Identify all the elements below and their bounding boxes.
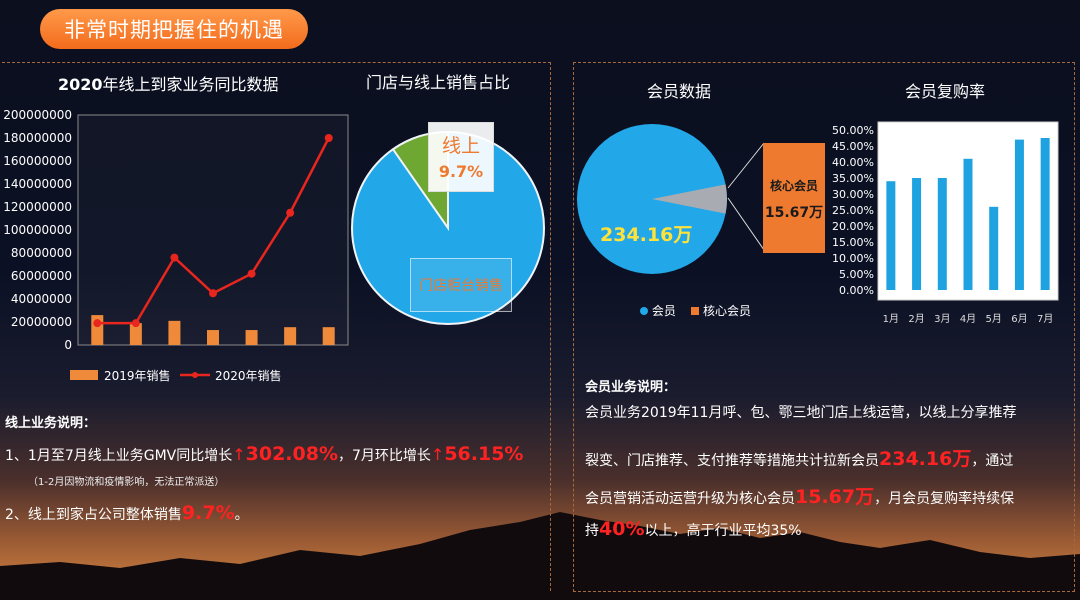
pie-value-online: 9.7% [438,162,484,181]
x-tick-label: 2月 [908,313,924,325]
legend-label-member: 会员 [651,304,676,318]
arrow-up-icon: ↑ [430,445,445,464]
y-tick-label: 180000000 [3,131,72,145]
online-note: （1-2月因物流和疫情影响，无法正常派送） [28,477,225,488]
pie-chart-members [577,124,727,274]
repurchase-rate-value: 40% [599,518,645,540]
y-tick-label: 30.00% [832,188,874,201]
repurchase-chart: 0.00% 5.00% 10.00% 15.00% 20.00% 25.00% 30.00%… [832,121,1059,325]
online-line-2: 2、线上到家占公司整体销售9.7%。 [5,502,249,524]
member-legend: 会员 核心会员 [640,302,751,319]
member-line-1: 会员业务2019年11月呼、包、鄂三地门店上线运营，以线上分享推荐 [585,405,1017,421]
repurchase-bar [886,181,896,290]
bar-2019 [168,320,181,345]
repurchase-bar [1014,139,1024,290]
y-tick-label: 0.00% [839,284,874,297]
pie-callout-store: 门店柜台销售 [410,258,512,312]
y-tick-label: 40.00% [832,156,874,169]
repurchase-bar [1040,138,1050,290]
repurchase-bar [912,178,922,290]
repurchase-title: 会员复购率 [905,82,986,101]
line-point-2020 [170,253,179,262]
callout-connector [727,142,765,251]
core-member-callout: 核心会员 15.67万 [763,143,825,253]
y-tick-label: 40000000 [11,292,72,306]
online-line-1: 1、1月至7月线上业务GMV同比增长↑302.08%，7月环比增长↑56.15% [5,443,524,465]
right-panel [573,62,1075,592]
y-tick-label: 45.00% [832,140,874,153]
new-member-value: 234.16万 [879,448,972,470]
online-share-value: 9.7% [181,502,235,524]
y-tick-label: 140000000 [3,177,72,191]
y-tick-label: 100000000 [3,223,72,237]
bar-2019 [245,330,258,345]
line-point-2020 [131,319,140,328]
line-point-2020 [286,208,295,217]
y-tick-label: 120000000 [3,200,72,214]
member-title: 会员数据 [647,82,712,101]
core-member-count: 15.67万 [795,486,875,508]
legend-label-2020: 2020年销售 [215,368,282,383]
legend-label-core: 核心会员 [702,304,751,318]
x-tick-label: 7月 [1037,313,1053,325]
legend-marker-2020 [192,372,198,378]
core-member-label: 核心会员 [769,179,818,193]
y-tick-label: 0 [64,338,72,352]
pie-value-member: 234.16万 [600,224,693,246]
y-tick-label: 15.00% [832,236,874,249]
y-tick-label: 80000000 [11,246,72,260]
y-tick-label: 20.00% [832,220,874,233]
y-tick-label: 200000000 [3,108,72,122]
member-line-2: 裂变、门店推荐、支付推荐等措施共计拉新会员234.16万，通过 [585,448,1014,470]
legend-dot-member [640,307,648,315]
y-tick-label: 5.00% [839,268,874,281]
repurchase-bar [963,158,973,290]
pie-callout-online: 线上 9.7% [428,122,494,192]
core-member-value: 15.67万 [764,205,824,221]
legend-swatch-2019 [70,370,98,380]
pie-label-store: 门店柜台销售 [419,278,503,294]
y-tick-label: 35.00% [832,172,874,185]
mountain-silhouette [0,512,1080,600]
gmv-growth-value: 302.08% [245,443,338,465]
y-tick-label: 50.00% [832,124,874,137]
repurchase-bar [989,206,999,290]
y-tick-label: 10.00% [832,252,874,265]
member-heading: 会员业务说明： [585,380,677,395]
gmv-chart: 0 20000000 40000000 60000000 80000000 1000000… [3,108,349,383]
bar-2019 [207,330,219,345]
line-point-2020 [209,289,217,298]
legend-label-2019: 2019年销售 [104,368,171,383]
legend-dot-core [691,307,700,315]
line-point-2020 [93,319,102,328]
member-line-3: 会员营销活动运营升级为核心会员15.67万，月会员复购率持续保 [585,486,1015,508]
x-tick-label: 3月 [934,313,950,325]
line-point-2020 [247,269,256,278]
x-tick-label: 1月 [883,313,899,325]
y-tick-label: 20000000 [11,315,72,329]
member-line-4: 持40%以上，高于行业平均35% [585,518,802,540]
gmv-chart-title: 2020年线上到家业务同比数据 [58,75,279,94]
x-tick-label: 4月 [960,313,976,325]
mom-growth-value: 56.15% [444,443,524,465]
online-heading: 线上业务说明： [5,416,97,431]
pie-label-online: 线上 [441,135,480,157]
pie1-title: 门店与线上销售占比 [366,73,511,92]
arrow-up-icon: ↑ [232,445,246,464]
y-tick-label: 60000000 [11,269,72,283]
y-tick-label: 25.00% [832,204,874,217]
pie-slice-core-member [652,184,727,214]
left-panel [2,62,551,591]
bar-2019 [284,327,297,345]
line-point-2020 [324,134,333,142]
repurchase-bar [937,178,947,290]
x-tick-label: 6月 [1011,313,1027,325]
page-title: 非常时期把握住的机遇 [40,9,308,49]
y-tick-label: 160000000 [3,154,72,168]
bar-2019 [129,323,142,345]
x-tick-label: 5月 [986,313,1002,325]
bar-2019 [322,327,335,345]
